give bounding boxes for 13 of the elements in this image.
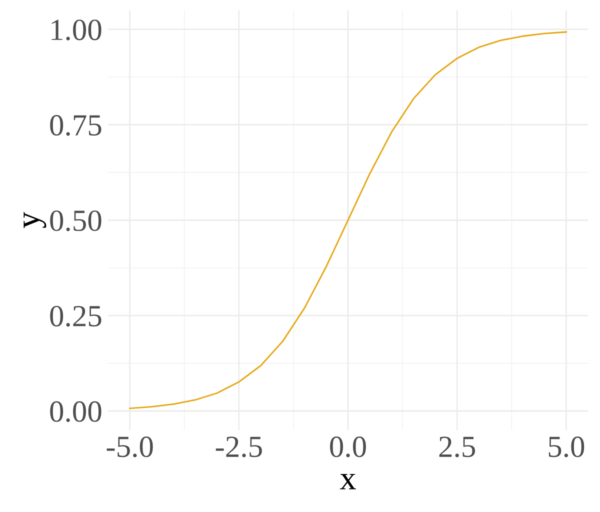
x-tick-label: -2.5: [216, 436, 262, 458]
x-tick-label: -5.0: [106, 436, 153, 458]
x-tick-label: 0.0: [330, 436, 366, 458]
y-tick-label: 0.00: [50, 401, 102, 422]
x-tick-label: 5.0: [548, 436, 584, 458]
y-tick-label: 1.00: [52, 20, 102, 40]
line-series: [129, 31, 567, 410]
y-tick-label: 0.25: [50, 306, 102, 327]
y-axis-title: y: [24, 212, 46, 228]
y-tick-label: 0.50: [50, 210, 102, 232]
x-axis-title: x: [340, 474, 356, 490]
x-tick-label: 2.5: [439, 436, 475, 458]
y-tick-label: 0.75: [50, 115, 102, 136]
